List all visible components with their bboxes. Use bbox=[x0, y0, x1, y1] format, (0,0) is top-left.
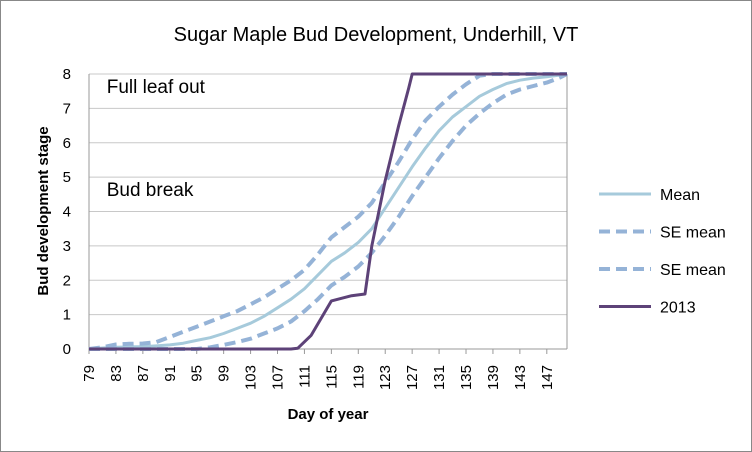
x-tick-label: 123 bbox=[377, 365, 394, 390]
legend-label: Mean bbox=[660, 187, 700, 204]
x-tick-label: 135 bbox=[458, 365, 475, 390]
series-line-0 bbox=[88, 72, 568, 351]
y-tick-label: 7 bbox=[63, 100, 71, 117]
x-tick-label: 143 bbox=[512, 365, 529, 390]
y-tick-label: 6 bbox=[63, 135, 71, 152]
y-axis-ticks: 0 1 2 3 4 5 6 7 8 bbox=[63, 66, 71, 358]
x-tick-label: 127 bbox=[404, 365, 421, 390]
y-tick-label: 0 bbox=[63, 341, 71, 358]
x-tick-label: 139 bbox=[485, 365, 502, 390]
x-tick-label: 119 bbox=[350, 365, 367, 389]
x-axis-title: Day of year bbox=[288, 406, 369, 423]
x-tick-label: 99 bbox=[216, 365, 233, 382]
y-tick-label: 2 bbox=[63, 272, 71, 289]
y-tick-label: 8 bbox=[63, 66, 71, 83]
annotation-bud-break: Bud break bbox=[107, 180, 194, 201]
gridlines bbox=[89, 73, 567, 316]
x-tick-label: 115 bbox=[323, 365, 340, 389]
legend-label: SE mean bbox=[660, 225, 726, 242]
y-tick-label: 3 bbox=[63, 238, 71, 255]
x-tick-label: 103 bbox=[243, 365, 260, 390]
x-tick-label: 91 bbox=[162, 365, 179, 382]
legend-label: SE mean bbox=[660, 262, 726, 279]
x-tick-label: 147 bbox=[539, 365, 556, 390]
y-axis-title: Bud development stage bbox=[35, 126, 52, 295]
y-tick-label: 1 bbox=[63, 307, 71, 324]
x-tick-label: 131 bbox=[431, 365, 448, 390]
annotation-full-leaf-out: Full leaf out bbox=[107, 77, 206, 98]
legend-label: 2013 bbox=[660, 300, 696, 317]
chart-title: Sugar Maple Bud Development, Underhill, … bbox=[174, 24, 579, 46]
x-tick-label: 79 bbox=[81, 365, 98, 382]
series-line-2 bbox=[89, 72, 568, 351]
series-line-3 bbox=[89, 72, 567, 351]
x-axis-ticks: 79 83 87 91 95 99 103 107 111 115 119 123 127 131 135 1… bbox=[81, 349, 556, 390]
y-tick-label: 5 bbox=[63, 169, 71, 186]
x-tick-label: 83 bbox=[108, 365, 125, 382]
x-tick-label: 107 bbox=[270, 365, 287, 390]
x-tick-label: 87 bbox=[135, 365, 152, 382]
series-layer bbox=[88, 72, 568, 351]
legend: Mean SE mean SE mean 2013 bbox=[599, 187, 726, 317]
y-tick-label: 4 bbox=[63, 204, 71, 221]
x-tick-label: 95 bbox=[189, 365, 206, 382]
x-tick-label: 111 bbox=[296, 365, 313, 388]
